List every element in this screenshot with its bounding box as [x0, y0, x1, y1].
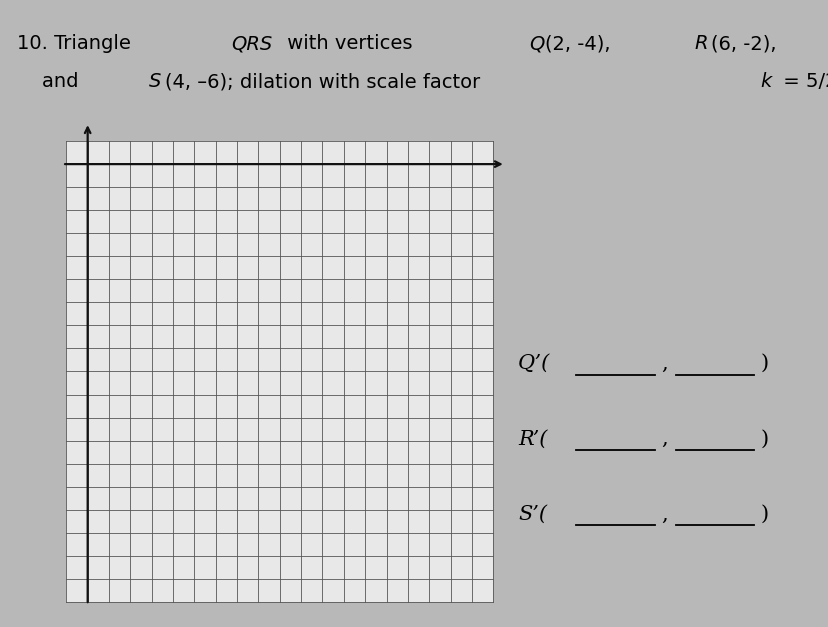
Text: R: R [693, 34, 707, 53]
Text: R’(: R’( [518, 429, 546, 448]
Text: S’(: S’( [518, 505, 546, 524]
Text: and: and [17, 72, 84, 91]
Text: ): ) [760, 354, 768, 373]
Text: with vertices: with vertices [281, 34, 418, 53]
Text: k: k [759, 72, 771, 91]
Text: QRS: QRS [231, 34, 272, 53]
Text: ): ) [760, 505, 768, 524]
Text: (6, -2),: (6, -2), [710, 34, 775, 53]
Text: Q: Q [528, 34, 544, 53]
Text: S: S [148, 72, 161, 91]
Text: = 5/2: = 5/2 [776, 72, 828, 91]
Text: ,: , [661, 354, 667, 373]
Bar [66, 141, 493, 602]
Text: ,: , [661, 429, 667, 448]
Text: ): ) [760, 429, 768, 448]
Text: ,: , [661, 505, 667, 524]
Text: (2, -4),: (2, -4), [545, 34, 617, 53]
Text: 10. Triangle: 10. Triangle [17, 34, 137, 53]
Text: (4, –6); dilation with scale factor: (4, –6); dilation with scale factor [165, 72, 486, 91]
Text: Q’(: Q’( [518, 354, 550, 373]
